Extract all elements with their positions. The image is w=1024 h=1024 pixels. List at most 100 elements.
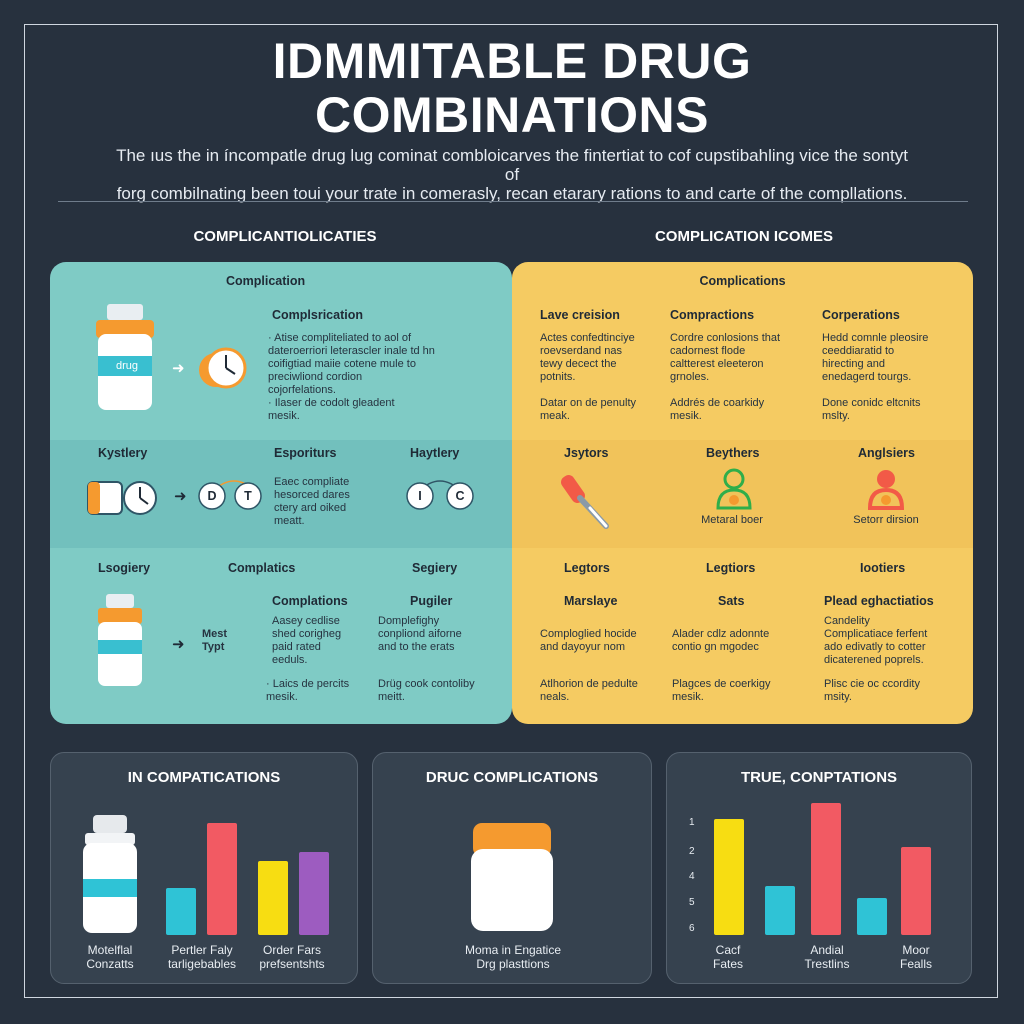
yellow-row1-col2-bullet: Addrés de coarkidy mesik. [670,397,765,422]
teal-row3-col2-text: Domplefighy conpliond aiforne and to the… [378,615,462,653]
title-line-2: COMBINATIONS [315,87,709,143]
card-druc-complications: DRUC COMPLICATIONS Moma in Engatice Drg p… [372,752,652,984]
yellow-panel: Complications Lave creision Compractions… [512,262,973,724]
teal-row3-col1-bullet: · Laics de percits mesik. [266,678,350,703]
card1-caption-2: Pertler Faly tarligebables [167,943,237,971]
yellow-row1-col3-text: Hedd comnle pleosire ceeddiaratid to hir… [822,332,929,383]
teal-row2-label-mid: Esporiturs [274,446,337,460]
outer-frame [24,24,998,998]
yellow-row3-heading-3: Plead eghactiatios [824,594,934,608]
yellow-row3-label-3: Iootiers [860,561,906,575]
card2-caption: Moma in Engatice Drg plasttions [464,943,562,971]
card3-bars [714,803,931,935]
yellow-row1-heading-3: Corperations [822,308,900,322]
yellow-row3-col3-bullet: Plisc cie oc ccordity msity. [824,678,920,703]
linked-circles-icon [198,480,262,510]
arrow-icon: ➜ [172,636,185,653]
yellow-row2-heading-3: Anglsiers [858,446,915,460]
person-alert-icon [867,470,905,510]
pill-jar-icon [471,823,553,931]
yellow-row3-label-2: Legtiors [706,561,756,575]
bar-cyan [166,888,196,935]
bar-purple [299,852,329,935]
yellow-row3-heading-1: Marslaye [564,594,618,608]
arrow-icon: ➜ [174,488,187,505]
bar-yellow [258,861,288,935]
person-care-icon [716,468,752,510]
teal-row2-text: Eaec compliate hesorced dares ctery ard … [274,476,350,527]
teal-top-label: Complication [226,274,306,288]
card1-bars [166,823,329,935]
circle-letter-c: C [455,489,465,503]
axis-tick: 6 [689,923,695,934]
yellow-row2-caption-2: Metaral boer [701,514,763,526]
teal-row3-col1-heading: Complations [272,594,348,608]
card3-caption-3: Moor Fealls [899,943,932,971]
bar-red [901,847,931,935]
axis-tick: 5 [689,897,695,908]
circle-letter-d: D [207,489,217,503]
yellow-row1-col1-text: Actes confedtinciye roevserdand nas tewy… [540,332,635,383]
teal-row3-label-right: Segiery [412,561,458,575]
teal-row3-label-left: Lsogiery [98,561,151,575]
card1-caption-1: Motelflal Conzatts [86,943,134,971]
yellow-row3-col3-text: Candelity Complicatiace ferfent ado ediv… [824,615,928,666]
linked-circles-icon-2 [406,480,474,510]
yellow-row1-col1-bullet: Datar on de penulty meak. [540,397,637,422]
subtitle-line-1: The ıus the in íncompatle drug lug comin… [116,146,908,184]
pill-clock-icon [87,481,157,515]
yellow-row3-label-1: Legtors [564,561,610,575]
right-section-heading: COMPLICATION ICOMES [654,228,834,245]
circle-letter-t: T [244,489,252,503]
yellow-row3-heading-2: Sats [718,594,745,608]
teal-row2-label-left: Kystlery [98,446,148,460]
teal-row3-col1-text: Aasey cedlise shed corigheg paid rated e… [272,615,342,666]
bottle-label: drug [115,360,139,372]
card3-title: TRUE, CONPTATIONS [740,769,898,786]
teal-row1-heading: Complsrication [272,308,363,322]
clock-icon [199,347,247,389]
axis-tick: 2 [689,846,695,857]
subtitle-line-2: forg combilnating been toui your trate i… [116,184,908,203]
left-section-heading: COMPLICANTIOLICATIES [193,228,377,245]
drug-bottle-icon [96,304,154,410]
yellow-row2-heading-2: Beythers [706,446,760,460]
yellow-row1-heading-2: Compractions [670,308,755,322]
axis-tick: 1 [689,817,695,828]
bar-cyan [765,886,795,935]
card-true-conptations: TRUE, CONPTATIONS 1 2 4 5 6 Cacf Fates An… [666,752,972,984]
card1-title: IN COMPATICATIONS [127,769,281,786]
card3-caption-2: Andial Trestlins [804,943,850,971]
teal-row3-label-mid: Complatics [228,561,296,575]
yellow-top-label: Complications [699,274,786,288]
teal-row3-col2-heading: Pugiler [410,594,453,608]
circle-letter-i: I [418,489,422,503]
medicine-bottle-icon [83,815,137,933]
yellow-row2-heading-1: Jsytors [564,446,609,460]
yellow-row3-col2-bullet: Plagces de coerkigy mesik. [672,678,771,703]
card2-title: DRUC COMPLICATIONS [425,769,599,786]
teal-row3-col2-bullet: Drüg cook contoliby meitt. [378,678,475,703]
page-subtitle: The ıus the in íncompatle drug lug comin… [110,146,914,203]
bar-red [811,803,841,935]
teal-panel: Complication Complsrication drug ➜ · Ati… [50,262,512,724]
card3-caption-1: Cacf Fates [712,943,743,971]
bar-cyan [857,898,887,935]
page-title: IDMMITABLE DRUG COMBINATIONS [0,34,1024,142]
bar-yellow [714,819,744,935]
yellow-row1-heading-1: Lave creision [540,308,620,322]
bar-red [207,823,237,935]
card-in-compatications: IN COMPATICATIONS Motelflal Conzatts Pert… [50,752,358,984]
teal-row3-side-text: Mest Typt [202,628,228,653]
yellow-row3-col2-text: Alader cdlz adonnte contio gn mgodec [672,628,770,653]
teal-row2-label-right: Haytlery [410,446,460,460]
yellow-row1-col2-text: Cordre conlosions that cadornest flode c… [670,332,781,383]
syringe-icon [561,475,609,529]
medicine-bottle-icon [98,594,142,686]
header-divider [58,201,968,202]
yellow-row3-col1-text: Comploglied hocide and dayoyur nom [540,628,637,653]
axis-tick: 4 [689,871,695,882]
yellow-row2-caption-3: Setorr dirsion [853,514,919,526]
title-line-1: IDMMITABLE DRUG [272,33,752,89]
card1-caption-3: Order Fars prefsentshts [259,943,325,971]
